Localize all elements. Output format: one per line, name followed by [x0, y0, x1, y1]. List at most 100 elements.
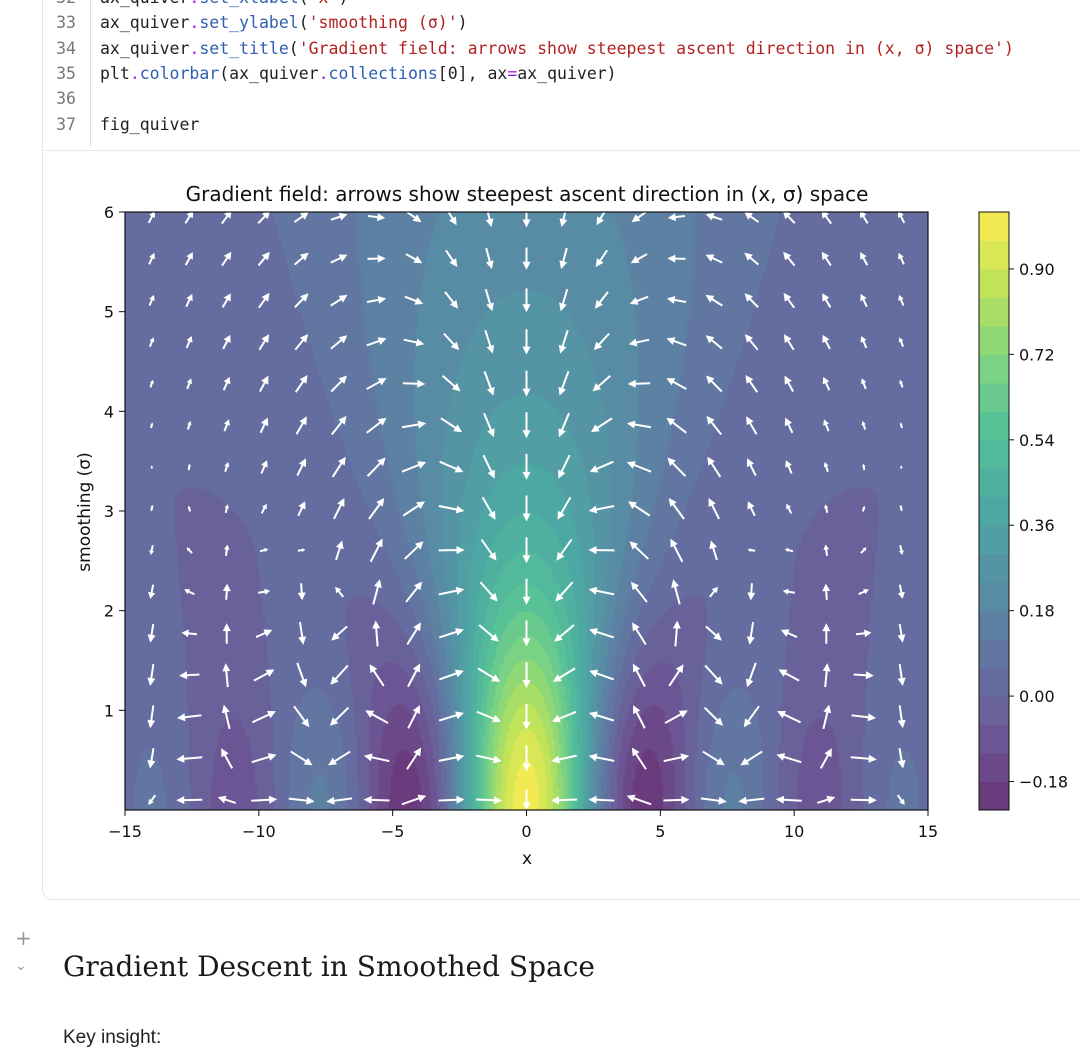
quiver-arrow	[407, 705, 420, 729]
quiver-arrow	[823, 462, 829, 473]
quiver-arrow	[821, 210, 832, 225]
quiver-arrow	[221, 251, 232, 267]
quiver-arrow	[366, 296, 387, 304]
quiver-arrow	[897, 584, 905, 599]
quiver-arrow	[438, 795, 465, 804]
quiver-arrow	[822, 623, 831, 644]
colorbar-band	[979, 667, 1009, 697]
code-line[interactable]: ax_quiver.set_title('Gradient field: arr…	[100, 38, 1014, 58]
quiver-arrow	[179, 671, 200, 680]
colorbar-band	[979, 753, 1009, 783]
quiver-arrow	[485, 247, 494, 270]
quiver-arrow	[522, 412, 531, 439]
quiver-arrow	[588, 586, 615, 596]
quiver-arrow	[897, 624, 906, 643]
quiver-arrow	[556, 539, 573, 561]
quiver-arrow	[293, 705, 310, 728]
quiver-arrow	[187, 463, 191, 471]
quiver-arrow	[823, 419, 830, 432]
quiver-arrow	[259, 548, 269, 553]
quiver-arrow	[335, 586, 344, 598]
quiver-arrow	[589, 628, 615, 639]
quiver-arrow	[522, 495, 531, 522]
quiver-arrow	[860, 378, 867, 390]
quiver-arrow	[558, 412, 570, 438]
add-cell-icon[interactable]: +	[15, 926, 32, 950]
quiver-arrow	[330, 375, 347, 393]
quiver-arrow	[709, 540, 718, 561]
quiver-arrow	[148, 794, 157, 805]
colorbar-tick-label: 0.00	[1019, 687, 1055, 706]
quiver-arrow	[783, 334, 795, 351]
quiver-arrow	[667, 213, 686, 222]
quiver-arrow	[522, 620, 531, 647]
quiver-arrow	[404, 295, 424, 305]
quiver-arrow	[551, 710, 577, 723]
quiver-arrow	[898, 294, 905, 306]
quiver-arrow	[899, 505, 903, 512]
quiver-arrow	[438, 753, 465, 762]
quiver-arrow	[626, 461, 652, 473]
quiver-arrow	[708, 498, 720, 520]
quiver-arrow	[150, 505, 154, 512]
colorbar-tick-label: 0.54	[1019, 431, 1055, 450]
quiver-arrow	[258, 588, 271, 595]
quiver-arrow	[745, 662, 757, 688]
quiver-arrow	[441, 375, 461, 392]
quiver-arrow	[706, 415, 722, 436]
quiver-arrow	[298, 621, 307, 645]
y-tick-label: 3	[104, 502, 114, 521]
quiver-arrow	[522, 578, 531, 605]
quiver-arrow	[296, 662, 308, 688]
quiver-arrow	[745, 375, 759, 393]
quiver-arrow	[445, 208, 457, 226]
quiver-arrow	[775, 795, 802, 804]
code-line[interactable]: fig_quiver	[100, 114, 200, 134]
quiver-arrow	[476, 796, 502, 805]
quiver-arrow	[822, 704, 832, 730]
quiver-arrow	[780, 629, 798, 638]
quiver-arrow	[405, 253, 423, 264]
quiver-arrow	[438, 628, 464, 639]
quiver-arrow	[596, 208, 608, 226]
quiver-arrow	[480, 539, 497, 561]
quiver-arrow	[522, 247, 531, 270]
quiver-arrow	[295, 416, 307, 435]
y-tick-label: 6	[104, 203, 114, 222]
colorbar-band	[979, 354, 1009, 384]
code-line[interactable]: ax_quiver.set_xlabel('x')	[100, 0, 348, 7]
quiver-arrow	[484, 288, 494, 312]
quiver-arrow	[666, 296, 687, 304]
colorbar-band	[979, 639, 1009, 669]
quiver-arrow	[746, 416, 758, 435]
quiver-arrow	[294, 293, 309, 308]
quiver-arrow	[482, 454, 495, 479]
colorbar-tick-label: 0.36	[1019, 516, 1055, 535]
quiver-arrow	[896, 794, 905, 805]
quiver-arrow	[589, 711, 615, 722]
code-line[interactable]: ax_quiver.set_ylabel('smoothing (σ)')	[100, 13, 468, 33]
quiver-arrow	[632, 622, 647, 645]
quiver-arrow	[784, 548, 794, 553]
quiver-arrow	[747, 583, 756, 601]
quiver-arrow	[406, 622, 421, 645]
markdown-heading: Gradient Descent in Smoothed Space	[63, 950, 595, 983]
code-line[interactable]: plt.colorbar(ax_quiver.collections[0], a…	[100, 63, 617, 83]
quiver-arrow	[782, 210, 796, 224]
quiver-arrow	[297, 583, 306, 601]
quiver-arrow	[558, 454, 571, 479]
colorbar-band	[979, 439, 1009, 469]
quiver-arrow	[260, 503, 267, 514]
colorbar-band	[979, 382, 1009, 412]
quiver-arrow	[363, 795, 390, 804]
collapse-chevron-icon[interactable]: ⌄	[15, 958, 27, 974]
quiver-arrow	[747, 548, 756, 552]
quiver-arrow	[257, 210, 271, 224]
quiver-arrow	[855, 629, 872, 638]
line-number: 36	[56, 89, 76, 109]
quiver-arrow	[558, 371, 570, 396]
quiver-arrow	[897, 748, 906, 769]
quiver-arrow	[367, 213, 386, 222]
quiver-arrow	[177, 713, 202, 722]
quiver-arrow	[181, 629, 198, 638]
